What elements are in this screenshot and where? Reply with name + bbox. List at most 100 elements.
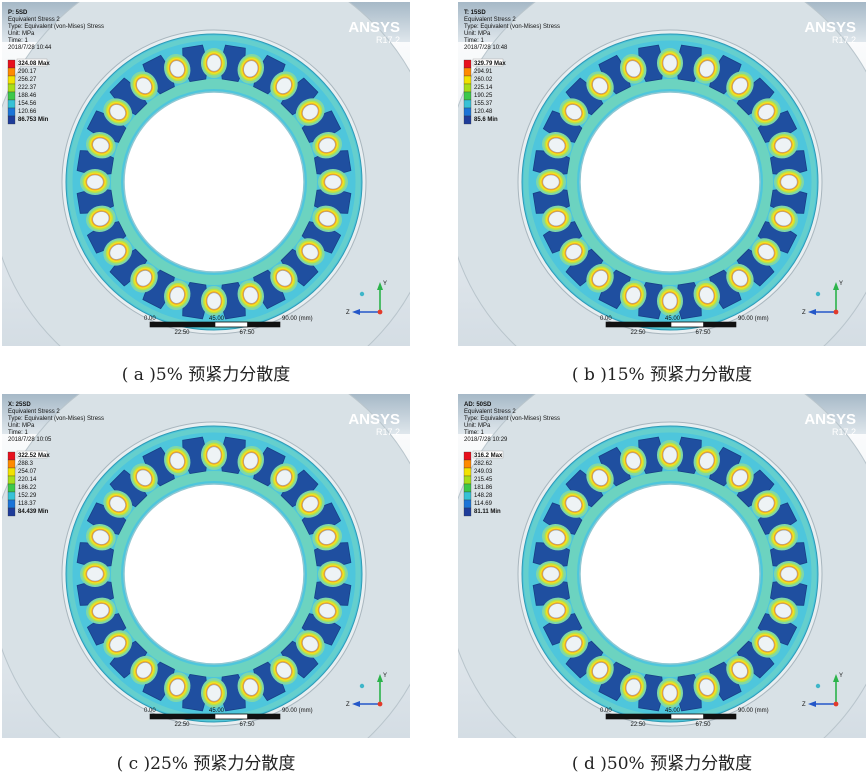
bolt-hole: [237, 445, 264, 476]
legend-swatch: [463, 67, 472, 77]
title-line: Equivalent Stress 2: [8, 409, 60, 415]
panel-a: P: 5SD Equivalent Stress 2 Type: Equivalen…: [2, 2, 410, 346]
axis-triad: YZ: [802, 673, 843, 708]
bolt-hole: [103, 98, 133, 126]
bolt-hole: [726, 71, 754, 101]
scale-label: 45.00: [665, 316, 681, 322]
legend-swatch: [7, 499, 16, 509]
scale-label: 22.50: [631, 330, 647, 336]
bolt-hole: [85, 205, 116, 232]
legend: 324.08 Max 290.17 256.27 222.37 188.46 154.56…: [7, 58, 50, 125]
legend-value: 222.37: [18, 85, 37, 91]
scale-label: 67.50: [240, 722, 256, 728]
caption-b: ( b )15% 预紧力分散度: [571, 365, 753, 385]
legend-value: 120.66: [18, 109, 37, 115]
legend-swatch: [463, 491, 472, 501]
bolt-hole: [85, 524, 116, 551]
bolt-hole: [768, 524, 799, 551]
flange-model: [2, 394, 410, 738]
legend-value: 220.14: [18, 477, 37, 483]
legend-swatch: [463, 475, 472, 485]
bolt-hole: [768, 132, 799, 159]
bolt-hole: [164, 445, 191, 476]
legend-swatch: [463, 59, 472, 69]
bolt-hole: [541, 597, 572, 624]
legend-value: 81.11 Min: [474, 509, 501, 515]
bolt-hole: [620, 53, 647, 84]
title-line: 2018/7/28 10:29: [464, 437, 508, 443]
result-id: T: 15SD: [464, 10, 486, 16]
bolt-hole: [774, 169, 804, 195]
scale-label: 22.50: [175, 330, 191, 336]
bolt-hole: [80, 561, 110, 587]
legend-swatch: [463, 107, 472, 117]
bolt-hole: [312, 205, 343, 232]
bolt-hole: [536, 561, 566, 587]
legend-swatch: [7, 507, 16, 517]
bolt-hole: [586, 71, 614, 101]
caption-a: ( a )5% 预紧力分散度: [121, 365, 291, 385]
scale-label: 22.50: [175, 722, 191, 728]
legend: 329.79 Max 294.91 260.02 225.14 190.25 155.37…: [463, 58, 506, 125]
ansys-version: R17.2: [832, 427, 856, 437]
legend-value: 188.46: [18, 93, 37, 99]
center-bore: [579, 483, 761, 665]
legend-swatch: [7, 91, 16, 101]
bolt-hole: [559, 238, 589, 266]
bolt-hole: [164, 280, 191, 311]
bolt-hole: [312, 132, 343, 159]
triad-y: Y: [839, 281, 843, 287]
legend-swatch: [463, 91, 472, 101]
legend-value: 225.14: [474, 85, 493, 91]
bolt-hole: [657, 286, 683, 316]
bolt-hole: [751, 630, 781, 658]
bolt-hole: [620, 445, 647, 476]
title-line: Unit: MPa: [8, 31, 35, 37]
bolt-hole: [295, 630, 325, 658]
bolt-hole: [201, 286, 227, 316]
legend-value: 186.22: [18, 485, 37, 491]
triad-y: Y: [383, 673, 387, 679]
legend-value: 329.79 Max: [474, 61, 506, 67]
ansys-logo: ANSYS: [348, 411, 400, 428]
scale-bar: 0.00 45.00 90.00 (mm) 22.50 67.50: [144, 316, 313, 336]
ansys-version: R17.2: [376, 427, 400, 437]
legend-value: 118.37: [18, 501, 37, 507]
legend-value: 85.6 Min: [474, 117, 498, 123]
legend-value: 294.91: [474, 69, 493, 75]
legend-swatch: [463, 83, 472, 93]
title-line: Unit: MPa: [464, 31, 491, 37]
scale-label: 90.00 (mm): [738, 316, 769, 322]
legend-value: 324.08 Max: [18, 61, 50, 67]
legend-swatch: [7, 107, 16, 117]
scale-label: 45.00: [209, 708, 225, 714]
scale-label: 0.00: [600, 708, 612, 714]
ansys-logo: ANSYS: [348, 19, 400, 36]
result-id: AD: 50SD: [464, 402, 492, 408]
title-line: 2018/7/28 10:44: [8, 45, 52, 51]
legend-swatch: [7, 67, 16, 77]
legend-value: 215.45: [474, 477, 493, 483]
result-id: P: 5SD: [8, 10, 28, 16]
legend-value: 152.29: [18, 493, 37, 499]
title-line: Equivalent Stress 2: [464, 17, 516, 23]
bolt-hole: [85, 597, 116, 624]
bolt-hole: [201, 440, 227, 470]
legend-swatch: [463, 99, 472, 109]
legend-value: 249.03: [474, 469, 493, 475]
triad-z: Z: [802, 702, 806, 708]
title-line: Time: 1: [464, 38, 484, 44]
bolt-hole: [130, 263, 158, 293]
scale-label: 67.50: [696, 722, 712, 728]
ansys-logo: ANSYS: [804, 19, 856, 36]
legend-value: 288.3: [18, 461, 34, 467]
bolt-hole: [295, 238, 325, 266]
scale-label: 0.00: [600, 316, 612, 322]
bolt-hole: [586, 263, 614, 293]
legend-swatch: [463, 459, 472, 469]
